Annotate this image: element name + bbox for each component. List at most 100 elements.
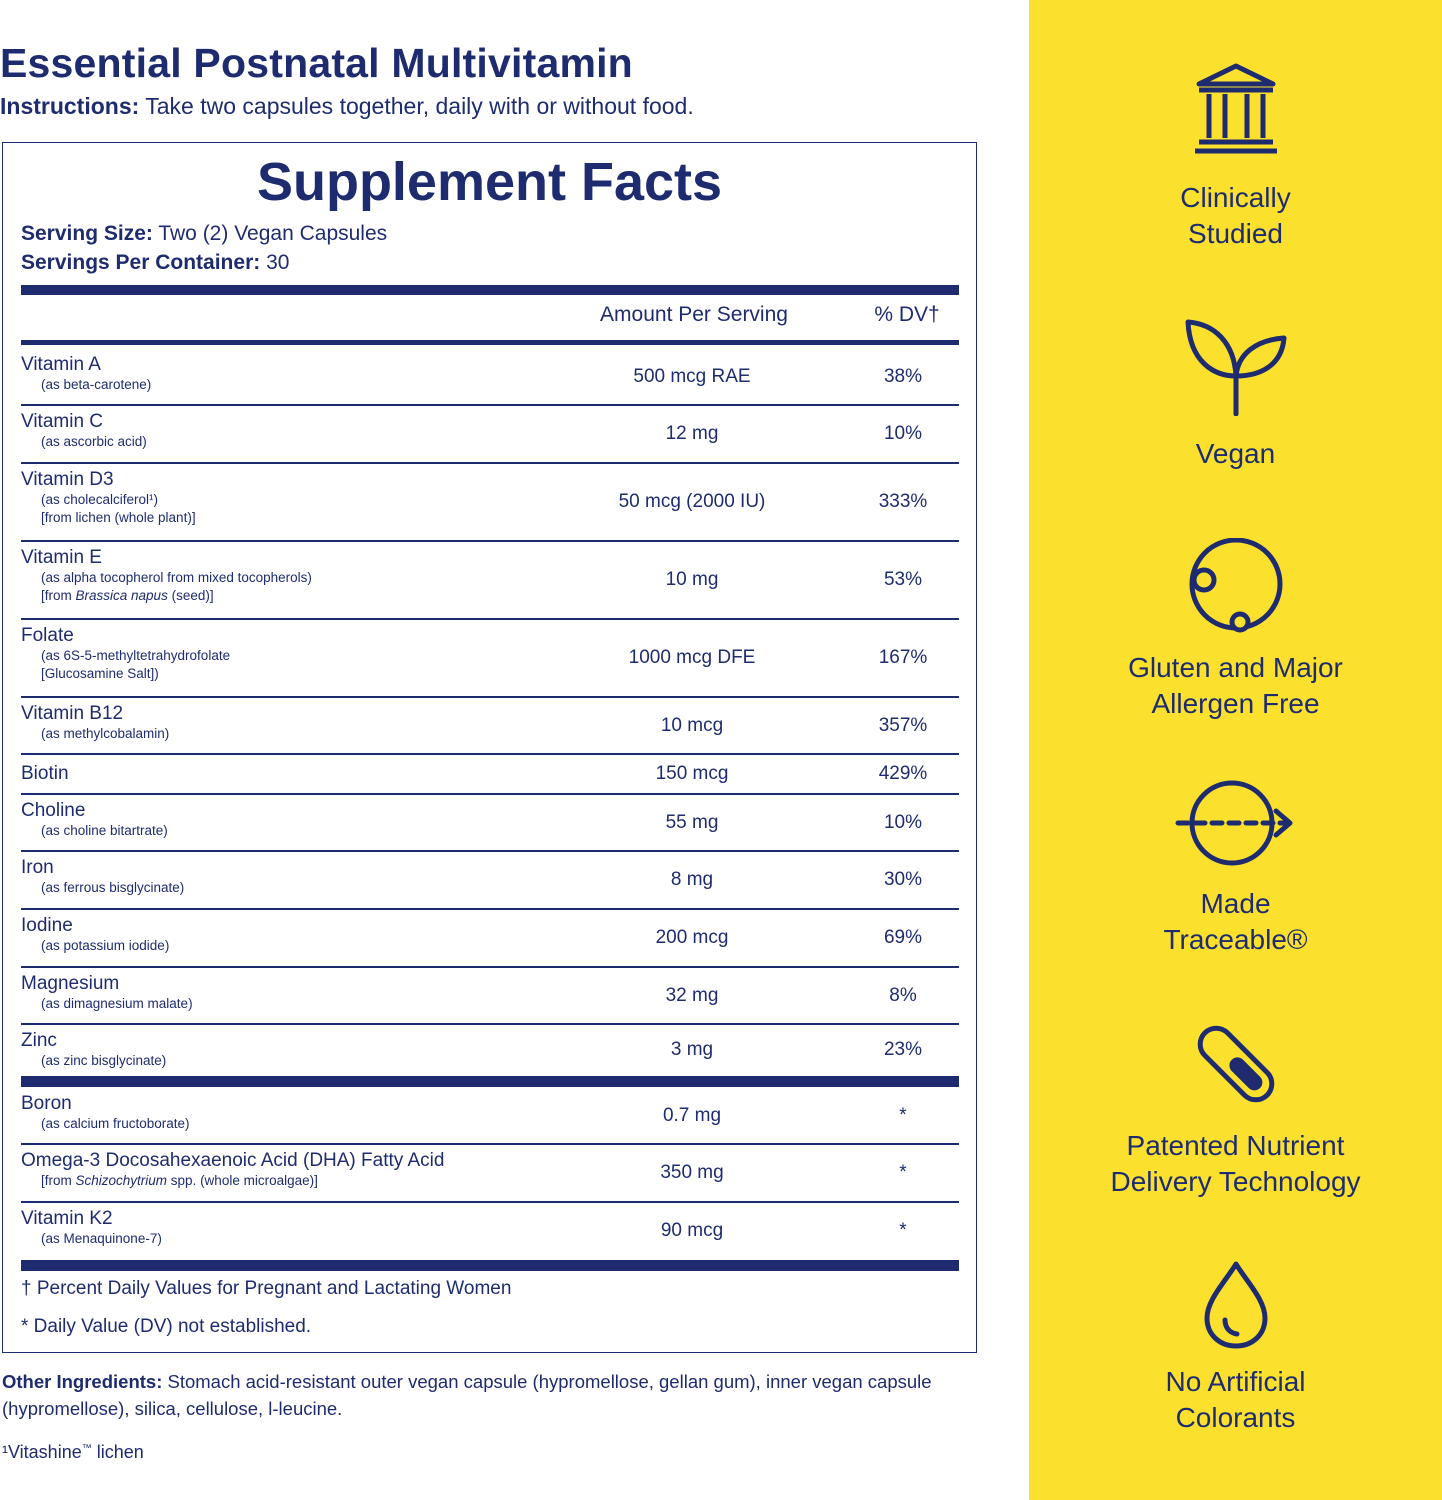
nutrient-name: Vitamin A <box>21 354 101 375</box>
feature-no-artificial-colorants: No Artificial Colorants <box>1029 1260 1442 1436</box>
nutrient-amount: 3 mg <box>670 1039 714 1060</box>
nutrient-name: Choline <box>21 800 86 821</box>
nutrient-row: Vitamin D3 (as cholecalciferol¹) [from lic… <box>21 463 959 541</box>
nutrient-amount: 10 mcg <box>660 715 724 736</box>
nutrient-name: Vitamin C <box>21 411 104 432</box>
nutrient-name: Zinc <box>21 1030 57 1051</box>
facts-title: Supplement Facts <box>256 152 723 212</box>
row-divider <box>21 1201 959 1203</box>
nutrient-dv: * <box>899 1162 907 1183</box>
nutrient-amount: 150 mcg <box>655 763 729 784</box>
serving-info: Serving Size: Two (2) Vegan Capsules Ser… <box>21 219 387 277</box>
nutrient-dv: 333% <box>878 491 928 512</box>
nutrient-name: Magnesium <box>21 973 120 994</box>
feature-label: Made Traceable® <box>1029 886 1442 958</box>
nutrient-row: Choline (as choline bitartrate) 55 mg 10% <box>21 794 959 851</box>
column-header-amount: Amount Per Serving <box>600 303 788 326</box>
nutrient-dv: * <box>899 1220 907 1241</box>
nutrient-row: Biotin 150 mcg 429% <box>21 754 959 794</box>
nutrient-source: (as dimagnesium malate) <box>41 996 193 1011</box>
instructions-text: Take two capsules together, daily with o… <box>139 93 694 119</box>
column-header-dv: % DV† <box>874 303 940 326</box>
product-title: Essential Postnatal Multivitamin <box>0 40 633 86</box>
nutrient-dv: 23% <box>883 1039 923 1060</box>
header-bar-bottom <box>21 340 959 345</box>
feature-label: No Artificial Colorants <box>1029 1364 1442 1436</box>
feature-clinically-studied: Clinically Studied <box>1029 62 1442 252</box>
feature-label-line1: Vegan <box>1195 438 1276 469</box>
nutrient-source: (as potassium iodide) <box>41 938 170 953</box>
nutrient-row: Vitamin E (as alpha tocopherol from mixed… <box>21 541 959 619</box>
nutrient-amount: 200 mcg <box>655 927 729 948</box>
nutrient-amount: 500 mcg RAE <box>633 366 751 387</box>
row-divider <box>21 850 959 852</box>
nutrient-name: Folate <box>21 625 74 646</box>
nutrient-amount: 10 mg <box>665 569 719 590</box>
row-divider <box>21 1023 959 1025</box>
nutrient-amount: 32 mg <box>665 985 719 1006</box>
serving-size-label: Serving Size: <box>21 222 153 245</box>
nutrient-amount: 55 mg <box>665 812 719 833</box>
serving-size-value: Two (2) Vegan Capsules <box>152 222 388 245</box>
other-ingredients: Other Ingredients: Stomach acid-resistan… <box>2 1368 992 1422</box>
nutrient-source: (as beta-carotene) <box>41 377 152 392</box>
nutrient-name: Vitamin D3 <box>21 469 114 490</box>
nutrient-source: (as methylcobalamin) <box>41 726 170 741</box>
row-divider <box>21 753 959 755</box>
nutrient-dv: 167% <box>878 647 928 668</box>
features-panel: Clinically Studied Vegan Gluten and Major… <box>1029 0 1442 1500</box>
feature-vegan: Vegan <box>1029 318 1442 472</box>
nutrient-dv: 53% <box>883 569 923 590</box>
capsule-icon <box>1197 1025 1274 1103</box>
footnote-star: * Daily Value (DV) not established. <box>21 1316 312 1337</box>
nutrient-name: Vitamin B12 <box>21 703 124 724</box>
feature-label-line1: No Artificial <box>1165 1366 1306 1397</box>
nutrient-amount: 350 mg <box>660 1162 724 1183</box>
label-panel: Essential Postnatal Multivitamin Instruc… <box>0 40 992 1462</box>
instructions: Instructions: Take two capsules together… <box>0 93 694 120</box>
row-divider <box>21 540 959 542</box>
nutrient-row: Vitamin C (as ascorbic acid) 12 mg 10% <box>21 405 959 463</box>
nutrient-dv: 30% <box>883 869 923 890</box>
row-divider <box>21 1143 959 1145</box>
row-divider <box>21 404 959 406</box>
nutrient-name: Iron <box>21 857 54 878</box>
supplement-facts-panel: Supplement Facts Serving Size: Two (2) V… <box>2 142 977 1353</box>
feature-label-line2: Colorants <box>1175 1402 1296 1433</box>
nutrient-name: Vitamin K2 <box>21 1208 113 1229</box>
nutrient-source: (as alpha tocopherol from mixed tocopher… <box>41 570 312 585</box>
feature-delivery-technology: Patented Nutrient Delivery Technology <box>1029 1018 1442 1200</box>
nutrient-row: Vitamin K2 (as Menaquinone-7) 90 mcg * <box>21 1202 959 1260</box>
building-columns-icon <box>1194 63 1277 154</box>
feature-label-line2: Allergen Free <box>1151 688 1320 719</box>
droplet-icon <box>1204 1261 1267 1349</box>
nutrient-source: [from Schizochytrium spp. (whole microal… <box>41 1173 318 1188</box>
nutrient-row: Magnesium (as dimagnesium malate) 32 mg 8% <box>21 967 959 1024</box>
circle-node-icon <box>1189 538 1282 633</box>
row-divider <box>21 793 959 795</box>
nutrient-row: Iodine (as potassium iodide) 200 mcg 69% <box>21 909 959 967</box>
nutrient-dv: * <box>899 1105 907 1126</box>
nutrient-amount: 8 mg <box>670 869 714 890</box>
nutrient-dv: 8% <box>889 985 917 1006</box>
trademark-symbol: ™ <box>81 1443 92 1454</box>
feature-label-line1: Gluten and Major <box>1128 652 1343 683</box>
nutrient-source: (as calcium fructoborate) <box>41 1116 190 1131</box>
nutrient-source: (as 6S-5-methyltetrahydrofolate <box>41 648 231 663</box>
servings-per-container-value: 30 <box>260 251 290 274</box>
servings-per-container-label: Servings Per Container: <box>21 251 261 274</box>
nutrient-row: Vitamin A (as beta-carotene) 500 mcg RAE 38… <box>21 348 959 405</box>
lichen-note-suffix: lichen <box>91 1442 144 1462</box>
nutrient-source: (as choline bitartrate) <box>41 823 168 838</box>
other-ingredients-text: Stomach acid-resistant outer vegan capsu… <box>2 1371 932 1419</box>
nutrient-source: (as Menaquinone-7) <box>41 1231 162 1246</box>
feature-label: Patented Nutrient Delivery Technology <box>1029 1128 1442 1200</box>
nutrient-row: Folate (as 6S-5-methyltetrahydrofolate [Gl… <box>21 619 959 697</box>
nutrient-amount: 90 mcg <box>660 1220 724 1241</box>
feature-allergen-free: Gluten and Major Allergen Free <box>1029 538 1442 722</box>
row-divider <box>21 462 959 464</box>
nutrient-dv: 10% <box>883 423 923 444</box>
nutrient-name: Iodine <box>21 915 73 936</box>
feature-traceable: Made Traceable® <box>1029 778 1442 958</box>
nutrient-dv: 429% <box>878 763 928 784</box>
